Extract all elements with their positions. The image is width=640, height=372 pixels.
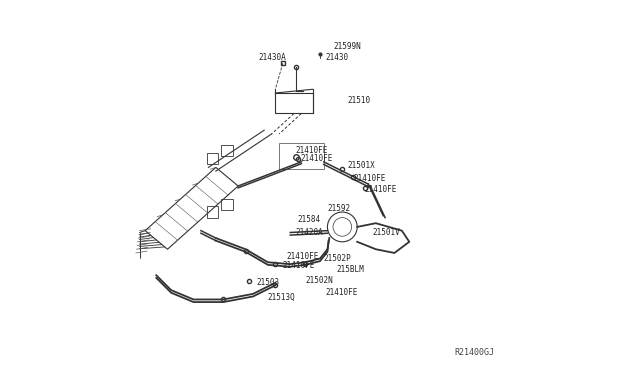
Text: 21502N: 21502N [305,276,333,285]
Text: 21410FE: 21410FE [326,288,358,296]
Text: 21502P: 21502P [324,254,351,263]
Bar [221,199,232,210]
Text: 215BLM: 215BLM [337,265,365,274]
Text: 21410FE: 21410FE [296,146,328,155]
Text: 21430: 21430 [326,53,349,62]
Bar [221,145,232,156]
Text: 21501V: 21501V [372,228,400,237]
Text: 21410FE: 21410FE [287,252,319,261]
Text: R21400GJ: R21400GJ [455,348,495,357]
Text: 21410FE: 21410FE [283,262,315,270]
Text: 21599N: 21599N [333,42,361,51]
Bar [207,153,218,164]
Text: 21510: 21510 [348,96,371,105]
Bar [275,93,312,113]
Text: 21501X: 21501X [348,161,376,170]
Text: 21584: 21584 [298,215,321,224]
Bar [207,206,218,218]
Text: 21503: 21503 [257,278,280,287]
Text: 21410FE: 21410FE [365,185,397,194]
Text: 21420A: 21420A [296,228,324,237]
Text: 21410FE: 21410FE [301,154,333,163]
Text: 21513Q: 21513Q [268,293,296,302]
Text: 21410FE: 21410FE [353,174,386,183]
Bar [279,143,324,169]
Text: 21430A: 21430A [259,53,286,62]
Text: 21592: 21592 [328,204,351,213]
